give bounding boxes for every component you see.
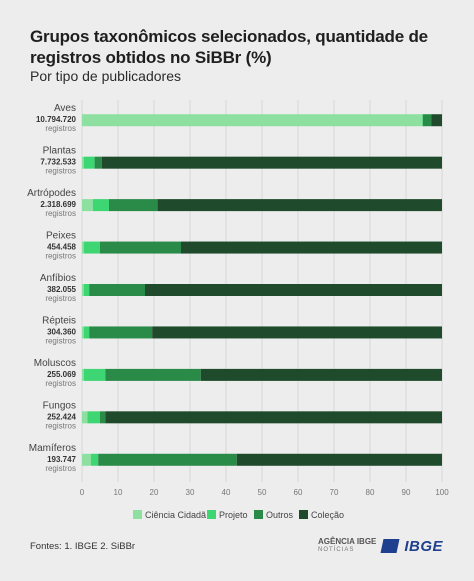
count-label: 252.424 xyxy=(47,412,76,421)
x-tick-label: 30 xyxy=(186,488,195,497)
legend-label: Ciência Cidadã xyxy=(145,510,206,520)
x-tick-label: 60 xyxy=(294,488,303,497)
bar-segment xyxy=(83,326,90,339)
x-tick-label: 20 xyxy=(150,488,159,497)
bar-segment xyxy=(89,326,153,339)
bar-segment xyxy=(236,453,442,466)
category-label: Artrópodes xyxy=(27,188,76,199)
bar-segment xyxy=(105,368,201,381)
bar-segment xyxy=(109,199,158,212)
bar-segment xyxy=(100,411,106,424)
bar-segment xyxy=(157,199,442,212)
count-unit-label: registros xyxy=(45,209,76,218)
bar-segment xyxy=(82,411,88,424)
bar-segment xyxy=(82,156,84,169)
bar-segment xyxy=(152,326,442,339)
bar-segment xyxy=(83,241,100,254)
count-label: 382.055 xyxy=(47,285,76,294)
bar-segment xyxy=(100,241,181,254)
category-label: Aves xyxy=(54,103,76,114)
count-unit-label: registros xyxy=(45,167,76,176)
bar-segment xyxy=(92,199,109,212)
bar-segment xyxy=(181,241,442,254)
legend-label: Coleção xyxy=(311,510,344,520)
bar-segment xyxy=(82,114,423,127)
bar-segment xyxy=(82,368,84,381)
count-unit-label: registros xyxy=(45,252,76,261)
legend-swatch xyxy=(254,510,263,519)
category-label: Plantas xyxy=(43,146,76,157)
category-label: Fungos xyxy=(43,400,76,411)
count-label: 193.747 xyxy=(47,455,76,464)
bar-segment xyxy=(82,453,91,466)
count-unit-label: registros xyxy=(45,464,76,473)
agency-logo: AGÊNCIA IBGE NOTÍCIAS xyxy=(318,537,377,553)
x-tick-label: 10 xyxy=(114,488,123,497)
bar-segment xyxy=(83,284,90,296)
count-unit-label: registros xyxy=(45,421,76,430)
bar-segment xyxy=(98,453,237,466)
bar-segment xyxy=(87,411,100,424)
count-label: 7.732.533 xyxy=(40,158,76,167)
bar-segment xyxy=(105,411,443,424)
bar-segment xyxy=(422,114,432,127)
count-label: 255.069 xyxy=(47,370,76,379)
x-tick-label: 70 xyxy=(330,488,339,497)
count-label: 10.794.720 xyxy=(36,115,77,124)
count-label: 454.458 xyxy=(47,243,76,252)
logos: AGÊNCIA IBGE NOTÍCIAS IBGE xyxy=(318,537,443,555)
bar-segment xyxy=(82,241,84,254)
category-label: Répteis xyxy=(42,315,76,326)
bar-segment xyxy=(91,453,99,466)
bar-segment xyxy=(82,284,84,296)
x-tick-label: 80 xyxy=(366,488,375,497)
bar-segment xyxy=(422,114,423,127)
count-label: 2.318.699 xyxy=(40,200,76,209)
legend-label: Outros xyxy=(266,510,294,520)
count-unit-label: registros xyxy=(45,336,76,345)
bar-segment xyxy=(200,368,442,381)
x-tick-label: 0 xyxy=(80,488,85,497)
chart-title: Grupos taxonômicos selecionados, quantid… xyxy=(30,27,428,67)
legend-swatch xyxy=(299,510,308,519)
count-unit-label: registros xyxy=(45,294,76,303)
bar-segment xyxy=(89,284,145,296)
legend-swatch xyxy=(133,510,142,519)
category-label: Mamíferos xyxy=(29,443,76,454)
category-label: Peixes xyxy=(46,231,76,242)
bar-segment xyxy=(83,156,95,169)
bar-segment xyxy=(82,326,84,339)
x-tick-label: 90 xyxy=(402,488,411,497)
bar-segment xyxy=(431,114,442,127)
bar-segment xyxy=(94,156,102,169)
legend-label: Projeto xyxy=(219,510,248,520)
legend-swatch xyxy=(207,510,216,519)
count-label: 304.360 xyxy=(47,327,76,336)
category-label: Moluscos xyxy=(34,358,76,369)
count-unit-label: registros xyxy=(45,124,76,133)
x-tick-label: 50 xyxy=(258,488,267,497)
ibge-icon xyxy=(380,539,400,553)
bar-segment xyxy=(101,156,443,169)
source-note: Fontes: 1. IBGE 2. SiBBr xyxy=(30,541,136,552)
bar-segment xyxy=(83,368,106,381)
bar-segment xyxy=(145,284,442,296)
category-label: Anfíbios xyxy=(40,273,76,284)
chart-subtitle: Por tipo de publicadores xyxy=(30,68,181,84)
x-tick-label: 100 xyxy=(435,488,449,497)
x-tick-label: 40 xyxy=(222,488,231,497)
bar-segment xyxy=(82,199,93,212)
count-unit-label: registros xyxy=(45,379,76,388)
ibge-logo: IBGE xyxy=(404,537,444,555)
